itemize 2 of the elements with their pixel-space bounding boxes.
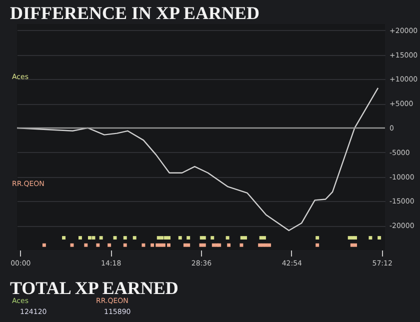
- chart-title: DIFFERENCE IN XP EARNED: [10, 3, 260, 24]
- text: TOTAL XP EARNED: [10, 278, 178, 298]
